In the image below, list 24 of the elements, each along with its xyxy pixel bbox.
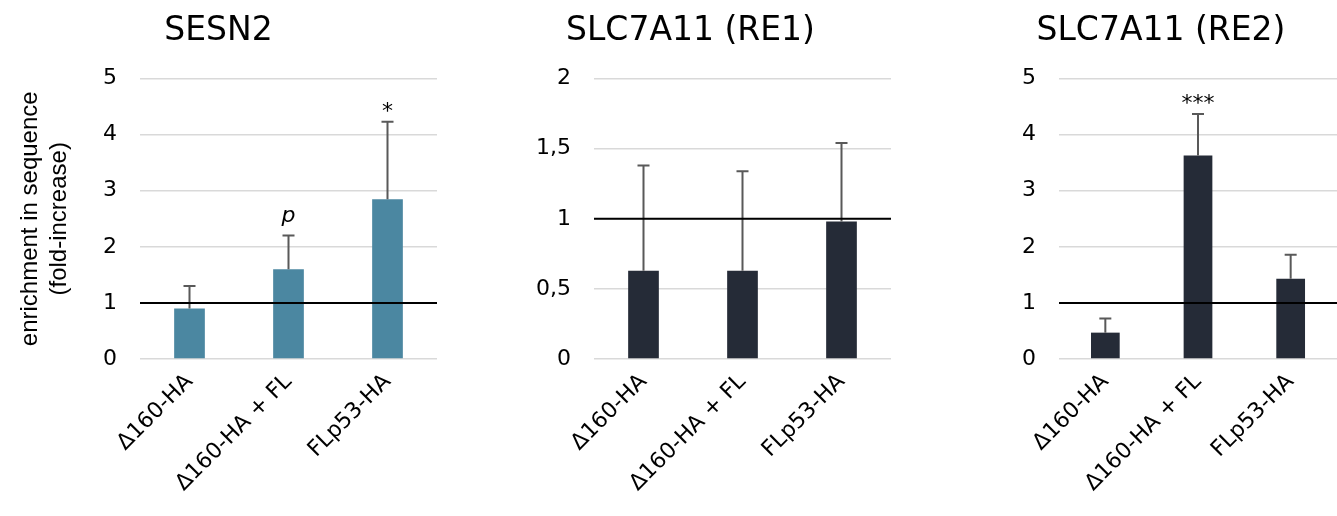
y-tick-label: 0: [557, 344, 571, 370]
y-tick-label: 4: [103, 120, 117, 146]
y-tick-label: 4: [1022, 120, 1036, 146]
y-tick-label: 3: [103, 176, 117, 202]
y-tick-label: 3: [1022, 176, 1036, 202]
y-tick-label: 2: [103, 232, 117, 258]
chart-title: SLC7A11 (RE1): [566, 9, 815, 49]
y-tick-label: 5: [103, 64, 117, 90]
annotation: p: [280, 201, 296, 227]
y-tick-label: 2: [1022, 232, 1036, 258]
y-axis-title: enrichment in sequence (fold-increase): [15, 91, 71, 347]
annotation: *: [382, 97, 393, 123]
y-tick-label: 0,5: [536, 274, 571, 300]
chart-title: SLC7A11 (RE2): [1036, 9, 1286, 49]
y-tick-label: 0: [1022, 344, 1036, 370]
y-tick-label: 1,5: [536, 134, 571, 160]
annotation: ***: [1181, 89, 1215, 115]
y-tick-label: 2: [557, 64, 571, 90]
chart-title: SESN2: [164, 9, 273, 49]
y-tick-label: 1: [103, 288, 117, 314]
y-tick-label: 0: [103, 344, 117, 370]
y-tick-label: 5: [1022, 64, 1036, 90]
y-tick-label: 1: [1022, 288, 1036, 314]
y-tick-label: 1: [557, 204, 571, 230]
